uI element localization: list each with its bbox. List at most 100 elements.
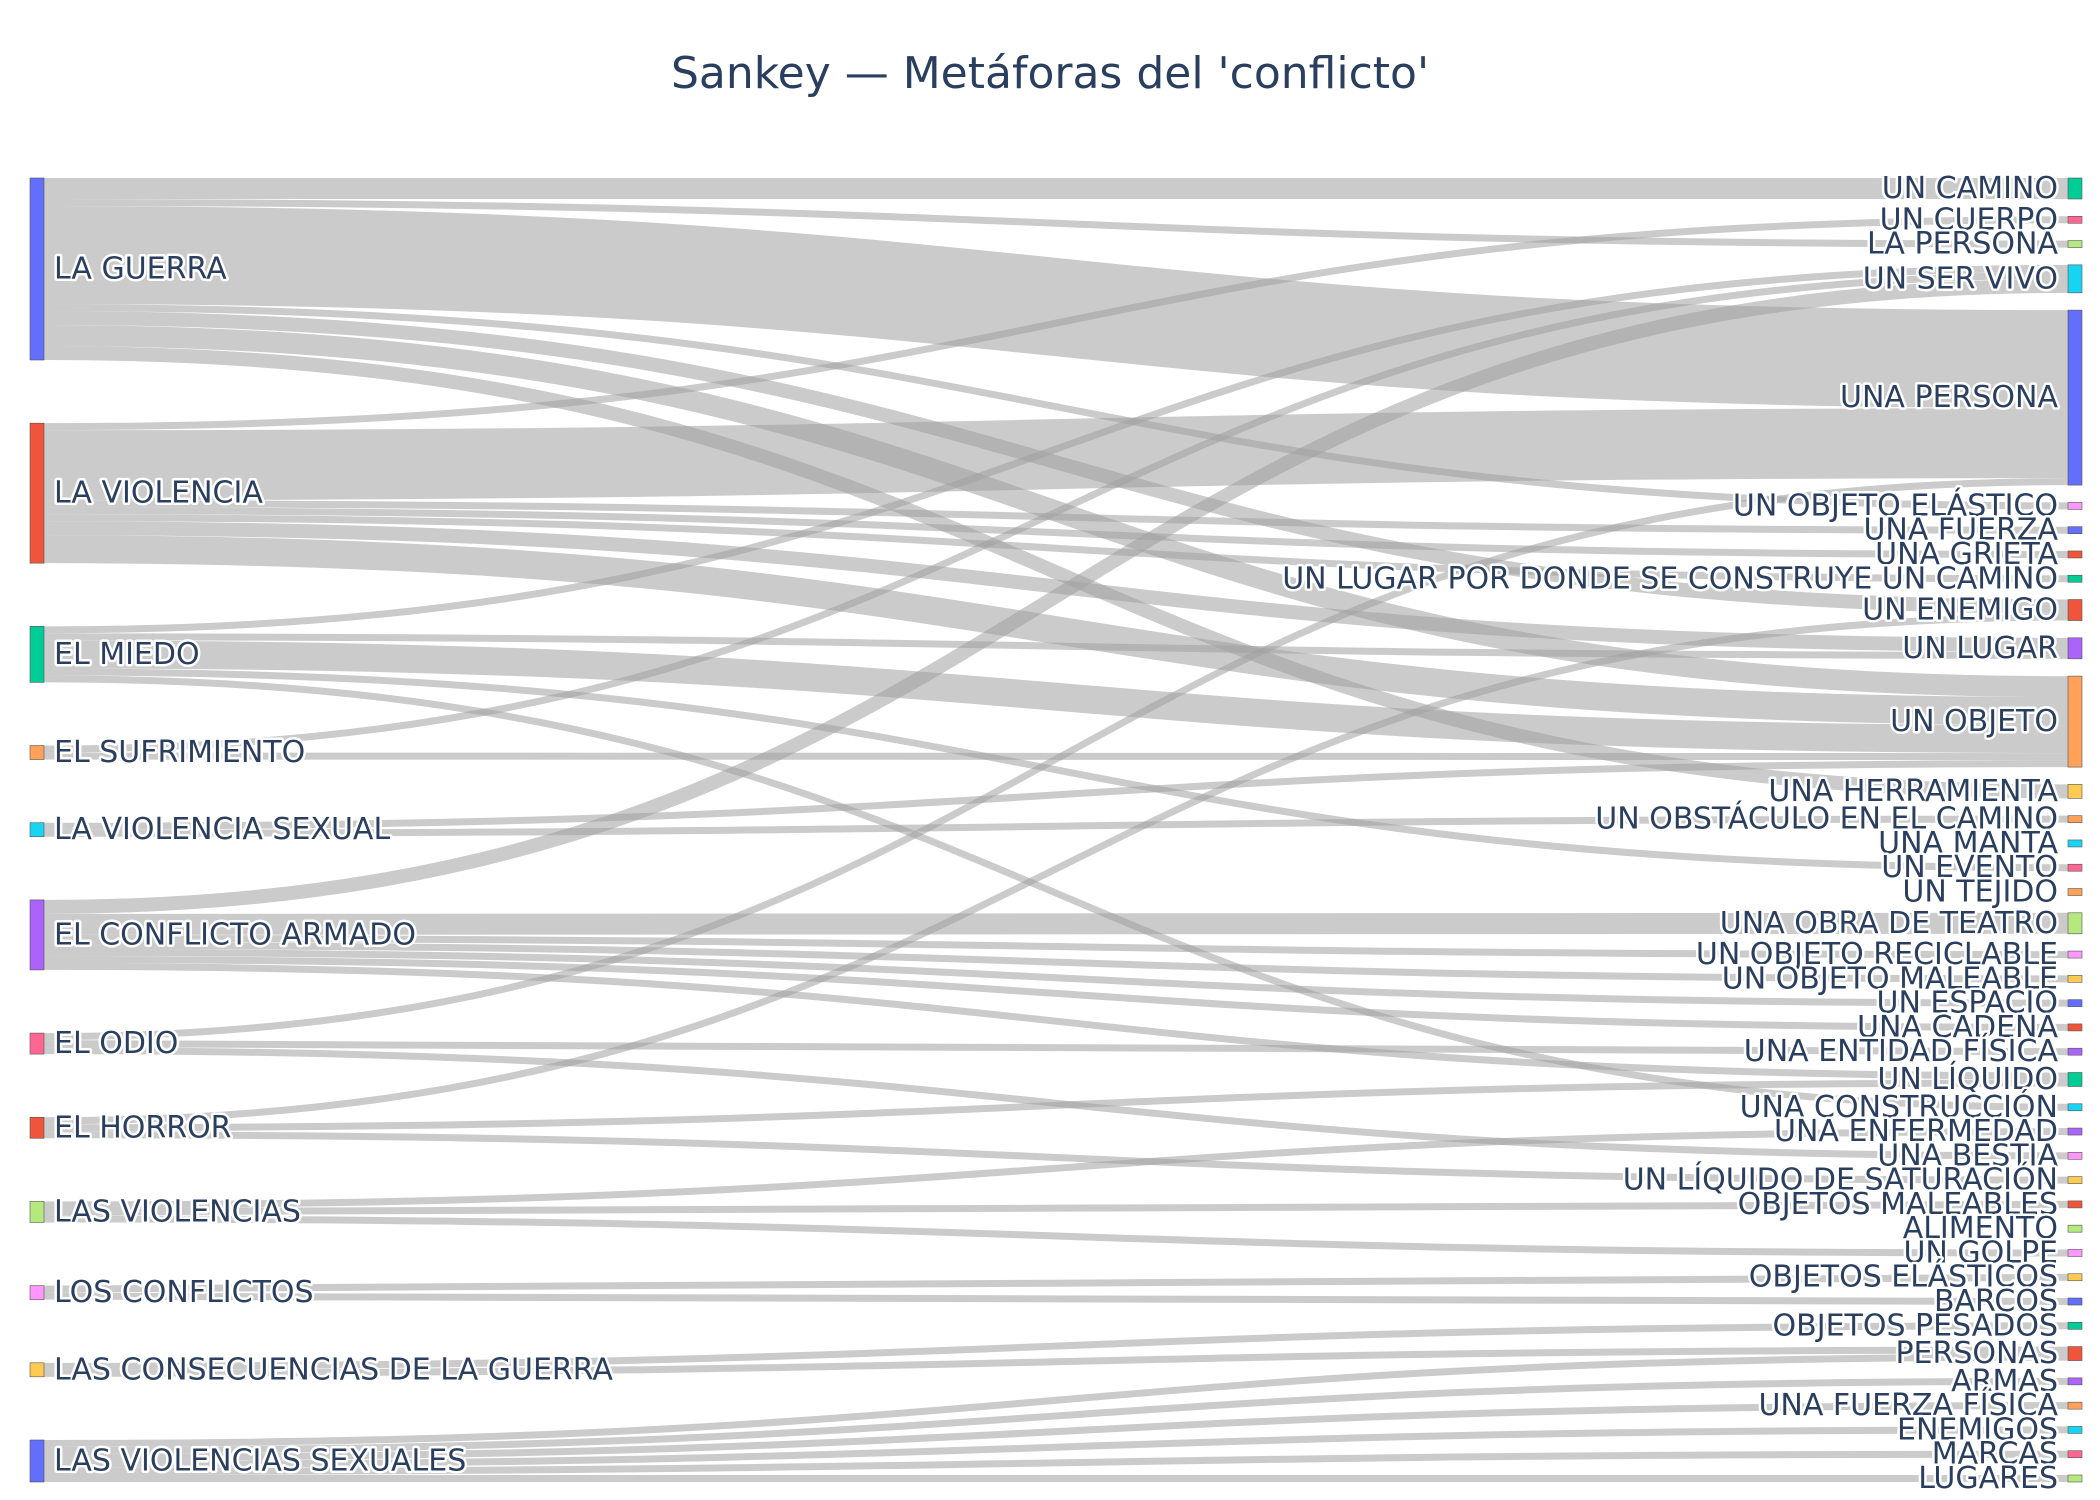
node-el-odio[interactable] (29, 1032, 45, 1055)
link-las-violencias-sexuales-to-personas[interactable] (43, 1353, 2069, 1447)
node-una-persona[interactable] (2067, 309, 2083, 486)
node-un-ser-vivo[interactable] (2067, 264, 2083, 294)
link-el-horror-to-un-enemigo[interactable] (43, 613, 2069, 1125)
link-la-violencia-to-una-persona[interactable] (43, 408, 2069, 501)
node-una-obra-de-teatro[interactable] (2067, 912, 2083, 935)
link-la-violencia-to-un-cuerpo[interactable] (43, 216, 2069, 431)
link-el-miedo-to-un-evento[interactable] (43, 668, 2069, 872)
label-el-sufrimiento: EL SUFRIMIENTO (54, 735, 305, 770)
node-una-bestia[interactable] (2067, 1152, 2083, 1160)
link-los-conflictos-to-objetos-elasticos[interactable] (43, 1273, 2069, 1293)
node-las-violencias[interactable] (29, 1201, 45, 1223)
link-la-violencia-to-una-grieta[interactable] (43, 507, 2069, 558)
node-una-fuerza[interactable] (2067, 526, 2083, 534)
link-las-consecuencias-de-la-guerra-to-objetos-pesados[interactable] (43, 1322, 2069, 1370)
node-lugares[interactable] (2067, 1474, 2083, 1483)
node-una-grieta[interactable] (2067, 550, 2083, 559)
link-el-miedo-to-una-construccion[interactable] (43, 675, 2069, 1111)
node-los-conflictos[interactable] (29, 1285, 45, 1300)
node-el-conflicto-armado[interactable] (29, 899, 45, 971)
node-un-liquido-de-saturacion[interactable] (2067, 1176, 2083, 1184)
label-un-enemigo: UN ENEMIGO (1862, 593, 2058, 628)
node-el-horror[interactable] (29, 1116, 45, 1139)
node-marcas[interactable] (2067, 1450, 2083, 1459)
link-las-violencias-to-un-golpe[interactable] (43, 1215, 2069, 1257)
link-la-violencia-to-un-lugar[interactable] (43, 521, 2069, 652)
node-un-tejido[interactable] (2067, 888, 2083, 896)
node-personas[interactable] (2067, 1346, 2083, 1361)
node-un-objeto[interactable] (2067, 675, 2083, 768)
node-una-construccion[interactable] (2067, 1103, 2083, 1112)
link-el-miedo-to-un-lugar[interactable] (43, 633, 2069, 659)
link-el-conflicto-armado-to-un-objeto-reciclable[interactable] (43, 934, 2069, 959)
link-el-odio-to-una-entidad-fisica[interactable] (43, 1040, 2069, 1056)
node-objetos-elasticos[interactable] (2067, 1273, 2083, 1282)
link-el-miedo-to-un-objeto[interactable] (43, 640, 2069, 754)
node-un-cuerpo[interactable] (2067, 215, 2083, 224)
node-objetos-maleables[interactable] (2067, 1200, 2083, 1209)
node-un-enemigo[interactable] (2067, 599, 2083, 621)
node-una-manta[interactable] (2067, 839, 2083, 848)
link-las-violencias-sexuales-to-enemigos[interactable] (43, 1426, 2069, 1468)
node-el-sufrimiento[interactable] (29, 745, 45, 760)
node-un-objeto-elastico[interactable] (2067, 502, 2083, 510)
link-la-guerra-to-una-herramienta[interactable] (43, 346, 2069, 799)
label-un-evento: UN EVENTO (1881, 850, 2058, 885)
link-las-violencias-sexuales-to-marcas[interactable] (43, 1450, 2069, 1475)
link-el-conflicto-armado-to-una-cadena[interactable] (43, 955, 2069, 1031)
link-el-horror-to-un-liquido[interactable] (43, 1079, 2069, 1132)
node-un-obstaculo-en-el-camino[interactable] (2067, 815, 2083, 823)
link-las-violencias-sexuales-to-una-fuerza-fisica[interactable] (43, 1402, 2069, 1461)
link-el-conflicto-armado-to-un-ser-vivo[interactable] (43, 278, 2069, 914)
link-la-violencia-to-una-fuerza[interactable] (43, 500, 2069, 534)
node-enemigos[interactable] (2067, 1426, 2083, 1434)
link-el-odio-to-una-persona[interactable] (43, 478, 2069, 1041)
link-las-violencias-to-objetos-maleables[interactable] (43, 1200, 2069, 1216)
link-las-consecuencias-de-la-guerra-to-personas[interactable] (43, 1346, 2069, 1377)
node-una-entidad-fisica[interactable] (2067, 1047, 2083, 1056)
node-un-objeto-reciclable[interactable] (2067, 950, 2083, 959)
node-la-violencia-sexual[interactable] (29, 822, 45, 838)
link-el-conflicto-armado-to-un-objeto-maleable[interactable] (43, 941, 2069, 983)
link-la-violencia-to-un-lugar-por-donde-se-construye-un-camino[interactable] (43, 514, 2069, 583)
node-una-herramienta[interactable] (2067, 784, 2083, 799)
node-un-lugar-por-donde-se-construye-un-camino[interactable] (2067, 574, 2083, 583)
node-armas[interactable] (2067, 1377, 2083, 1386)
node-un-evento[interactable] (2067, 863, 2083, 872)
link-la-violencia-sexual-to-un-obstaculo-en-el-camino[interactable] (43, 815, 2069, 837)
node-la-violencia[interactable] (29, 422, 45, 564)
link-la-violencia-to-un-objeto[interactable] (43, 535, 2069, 726)
node-una-cadena[interactable] (2067, 1023, 2083, 1032)
link-el-conflicto-armado-to-una-obra-de-teatro[interactable] (43, 912, 2069, 935)
node-un-lugar[interactable] (2067, 637, 2083, 660)
link-los-conflictos-to-barcos[interactable] (43, 1292, 2069, 1306)
node-un-camino[interactable] (2067, 177, 2083, 200)
link-las-violencias-sexuales-to-armas[interactable] (43, 1377, 2069, 1454)
node-un-objeto-maleable[interactable] (2067, 975, 2083, 983)
label-un-objeto-elastico: UN OBJETO ELÁSTICO (1733, 487, 2058, 523)
node-una-enfermedad[interactable] (2067, 1127, 2083, 1136)
node-las-consecuencias-de-la-guerra[interactable] (29, 1362, 45, 1378)
link-el-horror-to-un-liquido-de-saturacion[interactable] (43, 1131, 2069, 1184)
node-objetos-pesados[interactable] (2067, 1322, 2083, 1330)
link-el-sufrimiento-to-un-ser-vivo[interactable] (43, 271, 2069, 753)
link-el-conflicto-armado-to-un-liquido[interactable] (43, 962, 2069, 1080)
node-una-fuerza-fisica[interactable] (2067, 1401, 2083, 1410)
node-un-espacio[interactable] (2067, 999, 2083, 1007)
link-el-conflicto-armado-to-un-espacio[interactable] (43, 948, 2069, 1007)
node-la-persona[interactable] (2067, 240, 2083, 248)
link-la-guerra-to-una-persona[interactable] (43, 206, 2069, 409)
node-las-violencias-sexuales[interactable] (29, 1439, 45, 1483)
node-la-guerra[interactable] (29, 177, 45, 361)
node-el-miedo[interactable] (29, 626, 45, 683)
link-el-miedo-to-un-ser-vivo[interactable] (43, 264, 2069, 634)
node-un-golpe[interactable] (2067, 1249, 2083, 1257)
link-las-violencias-to-una-enfermedad[interactable] (43, 1128, 2069, 1209)
node-barcos[interactable] (2067, 1297, 2083, 1306)
label-los-conflictos: LOS CONFLICTOS (54, 1275, 314, 1310)
link-la-violencia-sexual-to-un-objeto[interactable] (43, 760, 2069, 830)
node-un-liquido[interactable] (2067, 1072, 2083, 1087)
node-alimento[interactable] (2067, 1224, 2083, 1233)
link-la-guerra-to-la-persona[interactable] (43, 199, 2069, 248)
link-la-guerra-to-un-objeto-elastico[interactable] (43, 304, 2069, 510)
